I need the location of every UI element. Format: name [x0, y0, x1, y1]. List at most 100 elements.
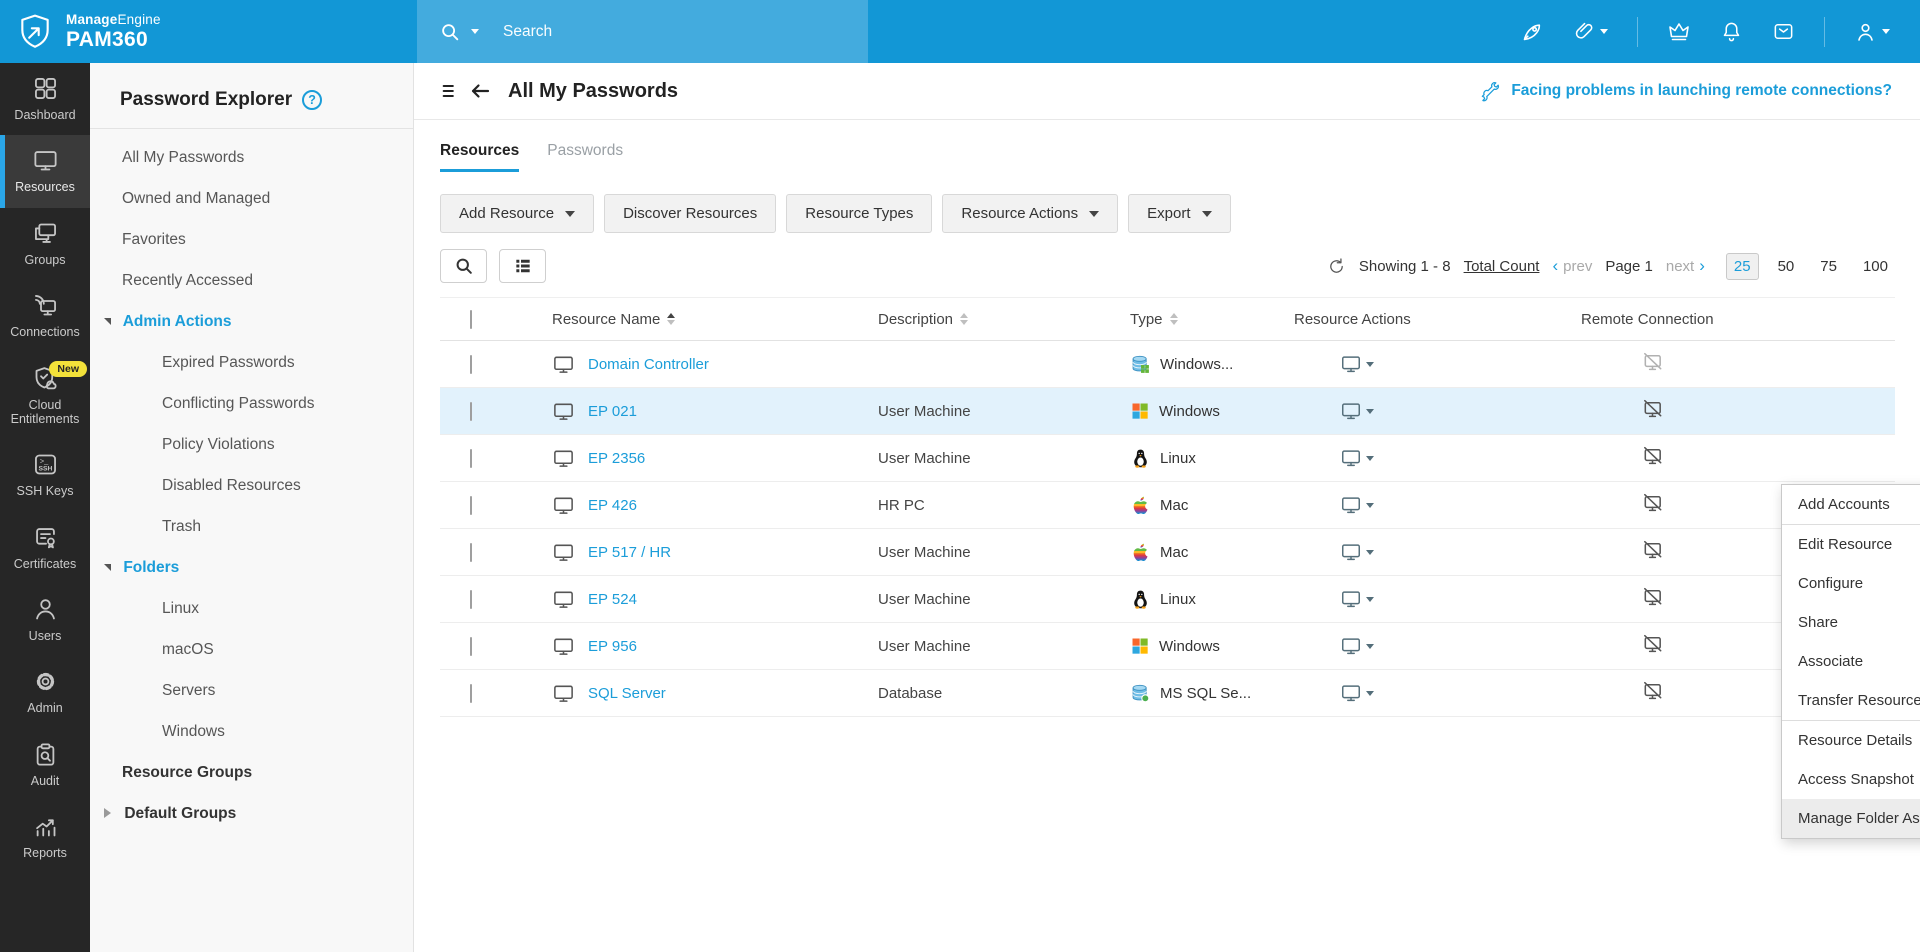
- sidebar-item-ssh-keys[interactable]: >_ SSH SSH Keys: [0, 439, 90, 511]
- table-row[interactable]: SQL Server Database MS SQL Se...: [440, 670, 1895, 717]
- explorer-item[interactable]: Servers: [162, 682, 216, 699]
- context-menu-item[interactable]: Share: [1798, 614, 1839, 631]
- collapse-panel-icon[interactable]: [440, 80, 462, 102]
- remote-connection-disabled-icon[interactable]: [1641, 633, 1664, 656]
- row-checkbox[interactable]: [470, 683, 472, 703]
- explorer-item[interactable]: Windows: [162, 723, 225, 740]
- resource-name-link[interactable]: SQL Server: [588, 684, 666, 702]
- sort-icons[interactable]: [960, 313, 969, 325]
- row-checkbox[interactable]: [470, 448, 472, 468]
- row-checkbox[interactable]: [470, 542, 472, 562]
- help-icon[interactable]: ?: [302, 90, 323, 110]
- page-size-option[interactable]: 75: [1820, 257, 1837, 275]
- column-header[interactable]: Resource Actions: [1294, 310, 1411, 328]
- rocket-icon[interactable]: [1520, 20, 1544, 44]
- toolbar-button[interactable]: Resource Types: [786, 194, 933, 233]
- resource-actions-menu-button[interactable]: [1282, 541, 1569, 563]
- select-all-checkbox[interactable]: [470, 309, 472, 329]
- page-size-option[interactable]: 50: [1777, 257, 1795, 275]
- table-row[interactable]: EP 426 HR PC Mac: [440, 482, 1895, 529]
- resource-name-link[interactable]: EP 956: [588, 637, 637, 655]
- explorer-item[interactable]: macOS: [162, 641, 214, 658]
- table-row[interactable]: EP 517 / HR User Machine Mac: [440, 529, 1895, 576]
- resource-name-link[interactable]: Domain Controller: [588, 355, 709, 373]
- resource-name-link[interactable]: EP 021: [588, 402, 637, 420]
- table-row[interactable]: EP 021 User Machine Windows: [440, 388, 1895, 435]
- table-row[interactable]: EP 956 User Machine Windows: [440, 623, 1895, 670]
- remote-connection-disabled-icon[interactable]: [1641, 492, 1664, 515]
- explorer-item[interactable]: Default Groups: [90, 793, 413, 834]
- toolbar-button[interactable]: Export: [1128, 194, 1231, 233]
- explorer-item[interactable]: Admin Actions: [90, 301, 413, 342]
- column-chooser-button[interactable]: [499, 249, 546, 283]
- resource-actions-menu-button[interactable]: [1282, 400, 1569, 422]
- remote-connection-disabled-icon[interactable]: [1641, 445, 1664, 468]
- row-checkbox[interactable]: [470, 636, 472, 656]
- resource-name-link[interactable]: EP 524: [588, 590, 637, 608]
- notifications-bell-icon[interactable]: [1720, 20, 1743, 43]
- explorer-item[interactable]: Folders: [90, 547, 413, 588]
- sidebar-item-connections[interactable]: Connections: [0, 280, 90, 352]
- toolbar-button[interactable]: Add Resource: [440, 194, 595, 233]
- sidebar-item-audit[interactable]: Audit: [0, 729, 90, 801]
- remote-connection-disabled-icon[interactable]: [1641, 351, 1664, 374]
- sidebar-item-reports[interactable]: Reports: [0, 801, 90, 873]
- account-user-icon[interactable]: [1854, 20, 1890, 44]
- sidebar-item-admin[interactable]: Admin: [0, 656, 90, 728]
- resource-name-link[interactable]: EP 2356: [588, 449, 646, 467]
- search-scope-caret-icon[interactable]: [471, 29, 479, 34]
- sidebar-item-users[interactable]: Users: [0, 584, 90, 656]
- page-size-option[interactable]: 100: [1862, 257, 1888, 275]
- resource-actions-menu-button[interactable]: [1282, 588, 1569, 610]
- remote-connection-disabled-icon[interactable]: [1641, 680, 1664, 703]
- explorer-item[interactable]: Resource Groups: [122, 764, 253, 781]
- explorer-item[interactable]: Conflicting Passwords: [162, 395, 315, 412]
- column-header[interactable]: Description: [866, 311, 1118, 328]
- row-checkbox[interactable]: [470, 495, 472, 515]
- explorer-item[interactable]: Expired Passwords: [162, 354, 295, 371]
- refresh-icon[interactable]: [1327, 257, 1346, 276]
- resource-actions-menu-button[interactable]: [1282, 353, 1569, 375]
- resource-actions-menu-button[interactable]: [1282, 447, 1569, 469]
- remote-connection-help-link[interactable]: Facing problems in launching remote conn…: [1480, 80, 1892, 102]
- sidebar-item-cloud-entitlements[interactable]: New Cloud Entitlements: [0, 353, 90, 440]
- table-search-button[interactable]: [440, 249, 487, 283]
- resource-actions-menu-button[interactable]: [1282, 494, 1569, 516]
- page-size-option[interactable]: 25: [1725, 252, 1759, 280]
- toolbar-button[interactable]: Discover Resources: [604, 194, 777, 233]
- prev-page-button[interactable]: ‹ prev: [1552, 256, 1593, 275]
- sort-icons[interactable]: [1169, 313, 1178, 325]
- explorer-item[interactable]: Recently Accessed: [122, 272, 253, 289]
- resource-actions-menu-button[interactable]: [1282, 682, 1569, 704]
- sidebar-item-certificates[interactable]: Certificates: [0, 512, 90, 584]
- tab-passwords[interactable]: Passwords: [547, 142, 624, 159]
- sidebar-item-groups[interactable]: Groups: [0, 208, 90, 280]
- explorer-item[interactable]: All My Passwords: [122, 149, 245, 166]
- table-row[interactable]: Domain Controller Windows...: [440, 341, 1895, 388]
- resource-actions-menu-button[interactable]: [1282, 635, 1569, 657]
- context-menu-item[interactable]: Manage Folder Association: [1782, 799, 1920, 838]
- column-header[interactable]: Remote Connection: [1581, 310, 1714, 328]
- explorer-item[interactable]: Policy Violations: [162, 436, 275, 453]
- column-header[interactable]: Resource Name: [540, 311, 866, 328]
- context-menu-item[interactable]: Configure: [1798, 575, 1864, 592]
- context-menu-item[interactable]: Add Accounts: [1782, 485, 1920, 525]
- sort-icons[interactable]: [667, 313, 676, 325]
- attachment-icon[interactable]: [1573, 20, 1608, 43]
- premium-crown-icon[interactable]: [1667, 20, 1691, 44]
- expanded-triangle-icon[interactable]: [104, 318, 111, 325]
- toolbar-button[interactable]: Resource Actions: [942, 194, 1119, 233]
- remote-connection-disabled-icon[interactable]: [1641, 398, 1664, 421]
- back-arrow-icon[interactable]: [468, 79, 492, 103]
- context-menu-item[interactable]: Transfer Resource Ownership: [1782, 681, 1920, 721]
- context-menu-item[interactable]: Edit Resource: [1798, 536, 1893, 553]
- row-checkbox[interactable]: [470, 401, 472, 421]
- inbox-icon[interactable]: [1772, 20, 1795, 43]
- resource-name-link[interactable]: EP 426: [588, 496, 637, 514]
- collapsed-triangle-icon[interactable]: [104, 808, 111, 818]
- brand-logo[interactable]: ManageEngine PAM360: [0, 12, 417, 52]
- context-menu-item[interactable]: Associate: [1798, 653, 1864, 670]
- row-checkbox[interactable]: [470, 354, 472, 374]
- column-header[interactable]: Type: [1118, 311, 1282, 328]
- sidebar-item-dashboard[interactable]: Dashboard: [0, 63, 90, 135]
